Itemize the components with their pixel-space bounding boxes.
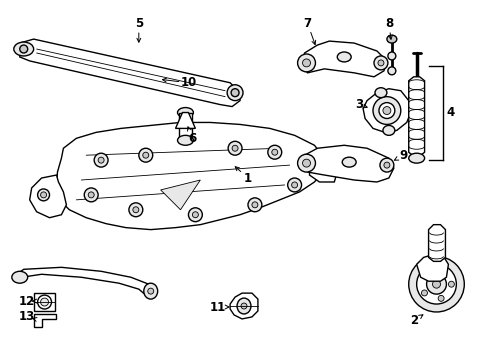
Text: 1: 1 bbox=[244, 171, 252, 185]
Ellipse shape bbox=[41, 298, 49, 306]
Ellipse shape bbox=[272, 149, 278, 155]
Ellipse shape bbox=[302, 159, 311, 167]
Text: 2: 2 bbox=[410, 314, 418, 327]
Ellipse shape bbox=[288, 178, 301, 192]
Ellipse shape bbox=[438, 295, 444, 301]
Polygon shape bbox=[30, 175, 66, 218]
Ellipse shape bbox=[387, 35, 397, 43]
Text: 5: 5 bbox=[135, 17, 143, 30]
Ellipse shape bbox=[297, 154, 316, 172]
Ellipse shape bbox=[193, 212, 198, 218]
Ellipse shape bbox=[133, 207, 139, 213]
Ellipse shape bbox=[228, 141, 242, 155]
Bar bbox=[34, 293, 55, 311]
Ellipse shape bbox=[237, 298, 251, 314]
Ellipse shape bbox=[14, 42, 34, 56]
Ellipse shape bbox=[380, 158, 394, 172]
Polygon shape bbox=[16, 267, 156, 297]
Ellipse shape bbox=[375, 88, 387, 98]
Ellipse shape bbox=[88, 192, 94, 198]
Ellipse shape bbox=[177, 108, 194, 117]
Polygon shape bbox=[34, 314, 56, 327]
Ellipse shape bbox=[143, 152, 149, 158]
Ellipse shape bbox=[129, 203, 143, 217]
Ellipse shape bbox=[232, 145, 238, 151]
Ellipse shape bbox=[383, 107, 391, 114]
Text: 3: 3 bbox=[355, 98, 363, 111]
Ellipse shape bbox=[373, 96, 401, 125]
Ellipse shape bbox=[421, 273, 427, 278]
Bar bbox=[178, 113, 193, 140]
Ellipse shape bbox=[20, 45, 28, 53]
Ellipse shape bbox=[148, 288, 154, 294]
Polygon shape bbox=[20, 39, 240, 107]
Polygon shape bbox=[301, 145, 394, 182]
Ellipse shape bbox=[252, 202, 258, 208]
Ellipse shape bbox=[383, 125, 395, 135]
Ellipse shape bbox=[448, 281, 454, 287]
Ellipse shape bbox=[41, 192, 47, 198]
Ellipse shape bbox=[292, 182, 297, 188]
Ellipse shape bbox=[416, 264, 456, 304]
Ellipse shape bbox=[297, 54, 316, 72]
Ellipse shape bbox=[231, 89, 239, 96]
Polygon shape bbox=[429, 225, 445, 261]
Ellipse shape bbox=[177, 135, 194, 145]
Ellipse shape bbox=[139, 148, 153, 162]
Polygon shape bbox=[175, 113, 196, 129]
Ellipse shape bbox=[379, 103, 395, 118]
Text: 11: 11 bbox=[210, 301, 226, 314]
Ellipse shape bbox=[388, 52, 396, 60]
Text: 13: 13 bbox=[19, 310, 35, 323]
Polygon shape bbox=[409, 77, 425, 156]
Polygon shape bbox=[310, 158, 337, 182]
Ellipse shape bbox=[378, 60, 384, 66]
Ellipse shape bbox=[374, 56, 388, 70]
Text: 7: 7 bbox=[303, 17, 312, 30]
Ellipse shape bbox=[384, 162, 390, 168]
Text: 9: 9 bbox=[400, 149, 408, 162]
Ellipse shape bbox=[38, 189, 49, 201]
Ellipse shape bbox=[409, 256, 465, 312]
Ellipse shape bbox=[12, 271, 28, 283]
Polygon shape bbox=[416, 255, 448, 281]
Ellipse shape bbox=[144, 283, 158, 299]
Ellipse shape bbox=[421, 290, 427, 296]
Polygon shape bbox=[56, 122, 324, 230]
Ellipse shape bbox=[388, 67, 396, 75]
Text: 10: 10 bbox=[180, 76, 196, 89]
Text: 4: 4 bbox=[446, 106, 455, 119]
Ellipse shape bbox=[38, 295, 51, 309]
Ellipse shape bbox=[98, 157, 104, 163]
Ellipse shape bbox=[337, 52, 351, 62]
Ellipse shape bbox=[433, 280, 441, 288]
Polygon shape bbox=[301, 41, 387, 77]
Ellipse shape bbox=[302, 59, 311, 67]
Polygon shape bbox=[230, 293, 258, 319]
Text: 12: 12 bbox=[19, 294, 35, 307]
Ellipse shape bbox=[438, 267, 444, 273]
Polygon shape bbox=[363, 89, 411, 132]
Ellipse shape bbox=[241, 303, 247, 309]
Text: 6: 6 bbox=[188, 132, 196, 145]
Ellipse shape bbox=[227, 85, 243, 100]
Ellipse shape bbox=[248, 198, 262, 212]
Ellipse shape bbox=[84, 188, 98, 202]
Ellipse shape bbox=[94, 153, 108, 167]
Ellipse shape bbox=[189, 208, 202, 222]
Polygon shape bbox=[161, 180, 200, 210]
Text: 8: 8 bbox=[385, 17, 393, 30]
Ellipse shape bbox=[342, 157, 356, 167]
Ellipse shape bbox=[409, 153, 425, 163]
Ellipse shape bbox=[427, 274, 446, 294]
Ellipse shape bbox=[268, 145, 282, 159]
